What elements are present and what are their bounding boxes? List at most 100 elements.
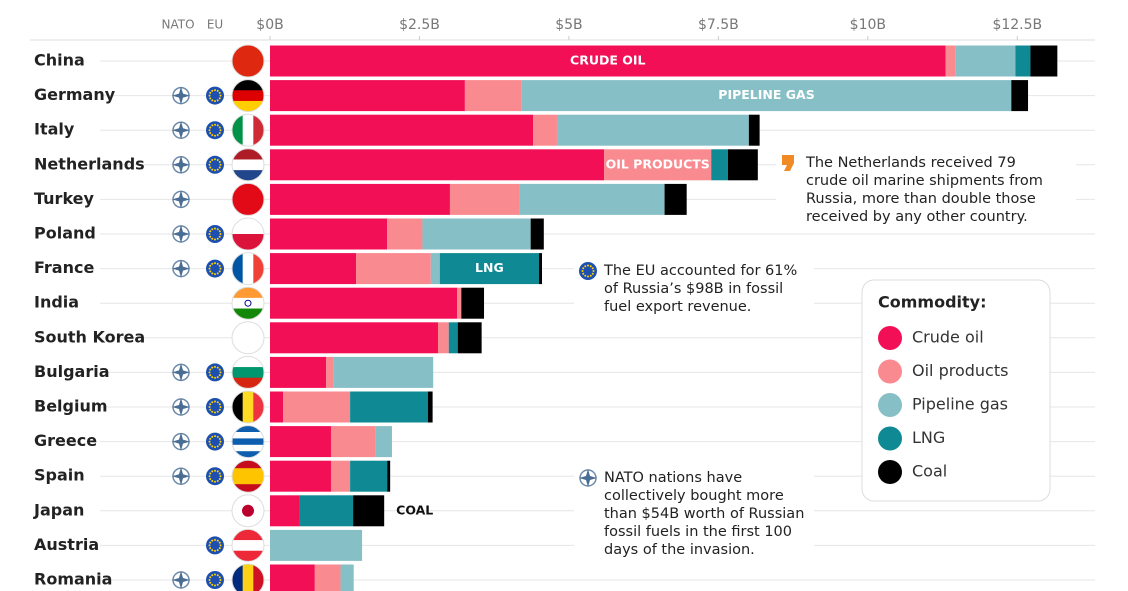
eu-star (581, 270, 584, 272)
flag-stripe (232, 425, 264, 433)
eu-star (211, 99, 214, 102)
flag-stripe (232, 183, 264, 216)
legend-label: Coal (912, 462, 947, 481)
eu-star (218, 443, 221, 446)
eu-star (219, 267, 222, 270)
bar-segment (270, 287, 458, 319)
eu-star (214, 480, 216, 483)
eu-star (209, 230, 212, 233)
category-label: Turkey (34, 189, 95, 208)
category-label: Greece (34, 431, 97, 450)
eu-star (219, 544, 222, 547)
eu-star (214, 100, 216, 103)
eu-star (216, 366, 219, 369)
eu-star (214, 262, 216, 265)
nato-icon (172, 190, 190, 209)
eu-star (216, 133, 219, 136)
flag (232, 425, 264, 458)
bar-segment (422, 218, 531, 250)
lion-icon (782, 155, 794, 171)
flag-stripe (242, 564, 254, 591)
bar-segment (449, 183, 520, 215)
flag-stripe (232, 45, 264, 77)
eu-icon (206, 571, 224, 589)
flag-stripe (232, 460, 264, 469)
flag-border (231, 563, 265, 591)
eu-star (208, 233, 211, 235)
annotation-text: NATO nations have (604, 470, 742, 486)
bar-segment (604, 149, 712, 181)
eu-star (211, 574, 214, 577)
bar-segment (1011, 80, 1029, 112)
flag-stripe (232, 148, 264, 160)
flag-stripe (232, 218, 264, 235)
bar-segment (711, 149, 728, 181)
eu-star (219, 129, 222, 132)
flag-stripe (232, 391, 244, 423)
eu-icon (206, 155, 224, 174)
eu-star (209, 576, 212, 579)
bar-segment (270, 149, 605, 181)
eu-star (218, 541, 221, 544)
eu-star (211, 228, 214, 231)
eu-star (209, 368, 212, 371)
flag-stripe (232, 377, 264, 389)
nato-icon (172, 225, 190, 243)
nato-icon (172, 467, 190, 486)
eu-star (208, 129, 211, 132)
bar-segment (270, 495, 300, 527)
flag-border (231, 148, 265, 182)
flag (232, 564, 264, 591)
legend-label: Oil products (912, 361, 1008, 380)
flag (232, 148, 264, 181)
annotation-text: fuel export revenue. (604, 299, 751, 315)
bar-segment (270, 322, 438, 354)
flag-stripe (232, 114, 244, 147)
flag-stripe (232, 321, 264, 354)
eu-star (214, 435, 216, 438)
legend-box (861, 279, 1051, 502)
eu-star (216, 99, 219, 102)
eu-star (209, 541, 212, 544)
eu-star (219, 579, 222, 581)
eu-star (218, 230, 221, 233)
eu-star (209, 235, 212, 238)
eu-star (214, 158, 216, 161)
eu-icon (206, 86, 224, 105)
bar-segment (448, 322, 458, 354)
bar-segment (353, 495, 385, 527)
legend-swatch (878, 426, 902, 451)
flag-stripe (253, 564, 264, 591)
eu-star (218, 368, 221, 371)
flag-stripe (253, 114, 264, 147)
eu-star (214, 123, 216, 126)
eu-star (211, 401, 214, 404)
bar-segment (283, 391, 351, 423)
bar-segment (457, 287, 462, 319)
flag (232, 183, 264, 216)
nato-icon (579, 469, 597, 487)
eu-icon (206, 467, 224, 486)
eu-star (211, 539, 214, 542)
eu-star (216, 89, 219, 92)
eu-star (216, 479, 219, 482)
eu-star (216, 445, 219, 448)
bar-segment (356, 253, 431, 285)
bar-segment (955, 45, 1016, 77)
eu-star (218, 576, 221, 579)
eu-star (584, 265, 587, 268)
eu-star (208, 440, 211, 443)
annotation-text: than $54B worth of Russian (604, 506, 804, 522)
bar-segment (314, 564, 341, 591)
flag-border (231, 390, 265, 424)
eu-star (209, 91, 212, 94)
annotation-text: crude oil marine shipments from (806, 173, 1043, 189)
eu-star (211, 479, 214, 482)
eu-star (209, 166, 212, 169)
annotation-text: received by any other country. (806, 209, 1028, 225)
bar-segment (521, 80, 1012, 112)
eu-star (209, 161, 212, 164)
flag-border (231, 113, 265, 147)
eu-star (216, 228, 219, 231)
